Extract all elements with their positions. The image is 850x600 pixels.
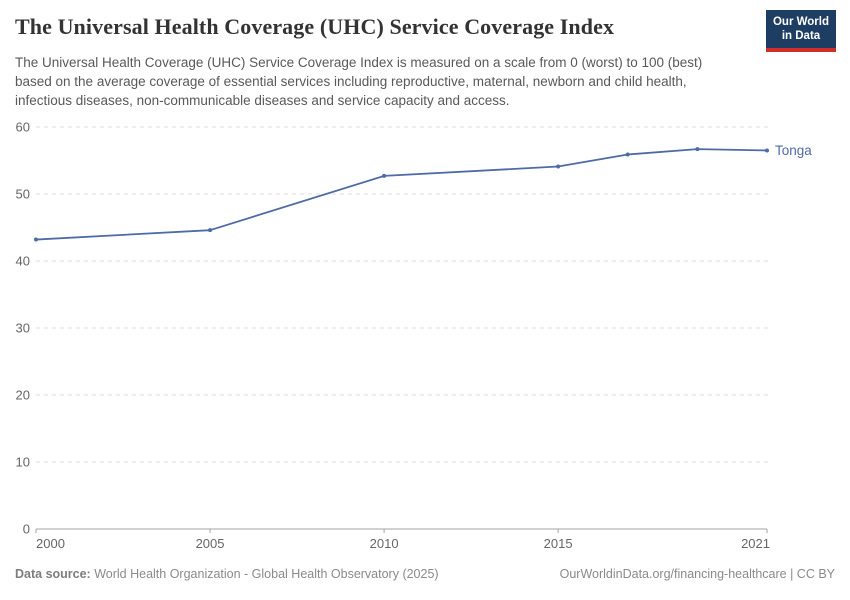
line-chart: 0 10 20 30 40 50 60 2000 2005 2010 2015 2021 Tonga	[16, 120, 813, 552]
page-title: The Universal Health Coverage (UHC) Serv…	[15, 14, 615, 39]
data-source-label: Data source:	[15, 567, 91, 581]
y-axis-tick-label: 50	[16, 187, 30, 202]
y-axis-tick-label: 20	[16, 388, 30, 403]
data-point[interactable]	[765, 148, 769, 153]
logo-line-2: in Data	[781, 30, 821, 43]
y-axis-tick-label: 0	[23, 522, 30, 537]
data-source-note: Data source: World Health Organization -…	[15, 567, 439, 581]
x-axis-tick-label: 2010	[370, 536, 399, 551]
chart-area: 0 10 20 30 40 50 60 2000 2005 2010 2015 2021 Tonga	[0, 115, 850, 565]
chart-subtitle: The Universal Health Coverage (UHC) Serv…	[15, 55, 703, 108]
data-point[interactable]	[208, 228, 213, 233]
data-point[interactable]	[382, 173, 387, 178]
data-point[interactable]	[625, 152, 630, 157]
data-point[interactable]	[34, 237, 38, 242]
series-end-label[interactable]: Tonga	[775, 143, 812, 158]
chart-footer: Data source: World Health Organization -…	[15, 567, 835, 581]
logo-line-1: Our World	[772, 16, 829, 28]
series-line	[35, 148, 768, 241]
footer-citation-link[interactable]: OurWorldinData.org/financing-healthcare …	[559, 567, 835, 581]
x-axis-tick-label: 2000	[36, 536, 65, 551]
x-axis-tick-label: 2015	[544, 536, 573, 551]
data-point[interactable]	[695, 147, 700, 152]
y-axis-tick-label: 10	[16, 455, 30, 470]
y-axis-tick-label: 30	[16, 321, 30, 336]
x-axis-tick-label: 2021	[741, 536, 770, 551]
y-axis-tick-label: 40	[16, 254, 30, 269]
y-axis-tick-label: 60	[16, 120, 30, 135]
data-source-text: World Health Organization - Global Healt…	[90, 567, 439, 581]
x-axis-tick-label: 2005	[196, 536, 225, 551]
data-point[interactable]	[556, 164, 561, 169]
owid-logo[interactable]: Our World in Data	[766, 10, 836, 52]
